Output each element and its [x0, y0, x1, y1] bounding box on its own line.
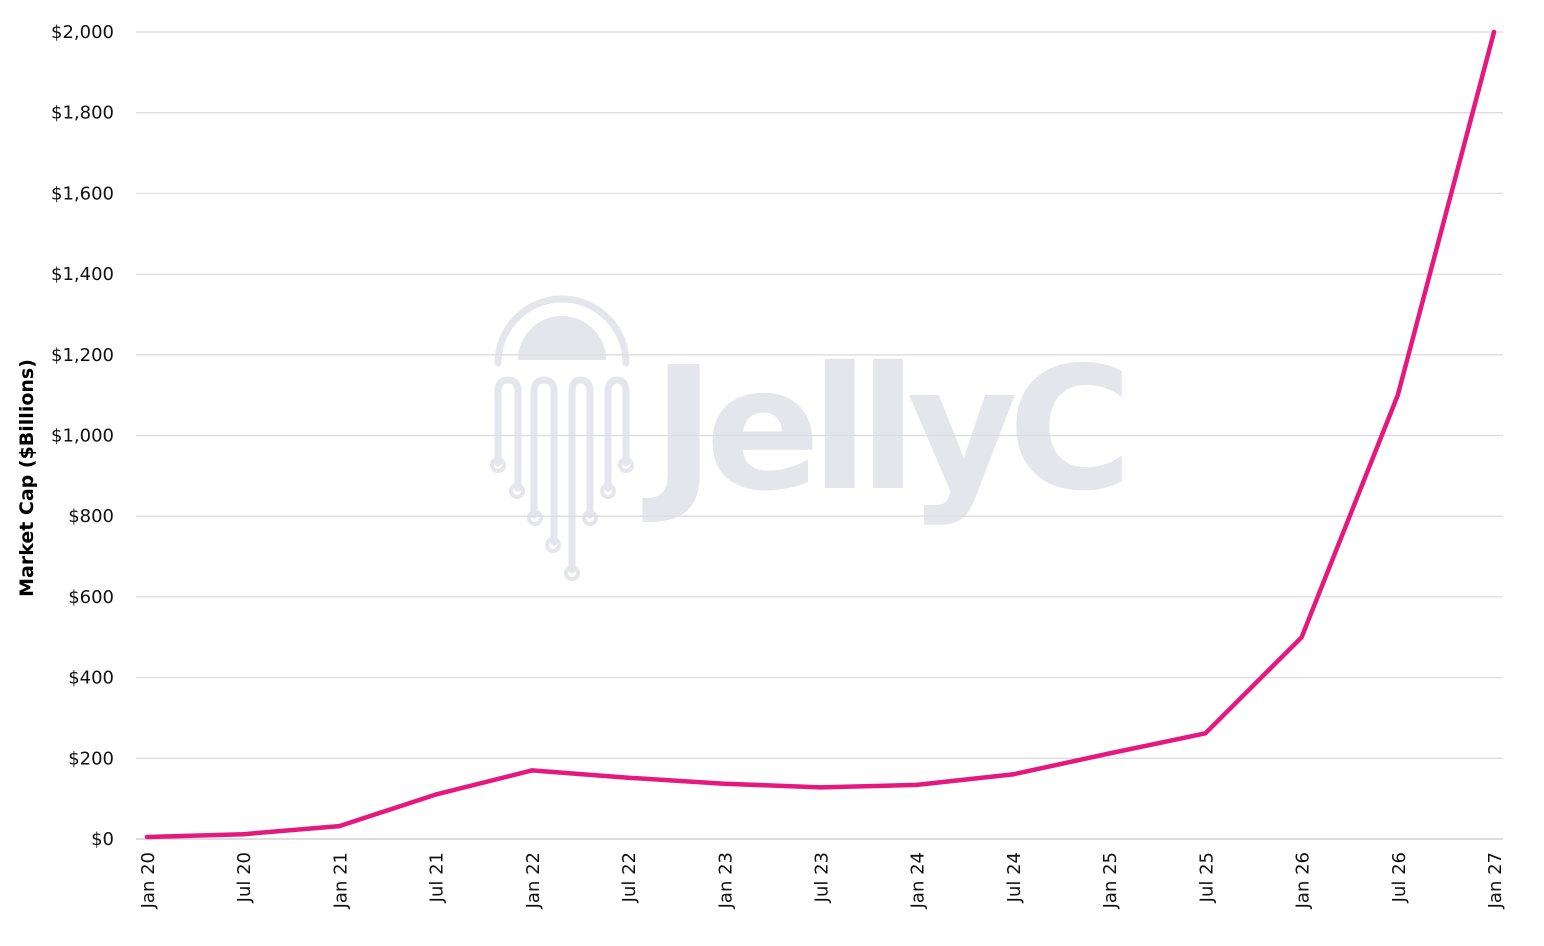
x-tick-label: Jul 23 [812, 852, 833, 903]
x-tick-label: Jul 22 [619, 852, 640, 903]
y-tick-label: $1,600 [51, 183, 114, 204]
x-tick-label: Jul 24 [1004, 852, 1025, 903]
data-point [433, 792, 438, 797]
series-layer [144, 29, 1497, 840]
data-point [818, 785, 823, 790]
x-tick-label: Jan 23 [715, 852, 736, 909]
data-point [722, 781, 727, 786]
data-point [625, 775, 631, 780]
y-axis-title: Market Cap ($Billions) [16, 359, 38, 597]
data-point [1299, 635, 1304, 640]
data-point [241, 831, 246, 837]
y-tick-label: $600 [68, 587, 114, 608]
y-tick-label: $0 [91, 829, 114, 850]
y-tick-label: $2,000 [51, 22, 114, 43]
data-point [1395, 392, 1400, 398]
data-point [1010, 772, 1016, 777]
watermark-text: JellyC [642, 331, 1123, 529]
y-tick-label: $400 [68, 668, 114, 689]
data-point [914, 782, 919, 788]
data-point [529, 768, 535, 773]
data-point [337, 823, 342, 829]
x-tick-label: Jul 25 [1196, 852, 1217, 903]
gridlines [136, 31, 1503, 840]
x-tick-label: Jan 25 [1100, 852, 1121, 909]
y-tick-label: $1,400 [51, 264, 114, 285]
data-point [144, 834, 150, 840]
y-tick-label: $1,200 [51, 345, 114, 366]
x-tick-label: Jan 27 [1485, 852, 1506, 909]
y-tick-label: $800 [68, 506, 114, 527]
x-axis-tick-labels: Jan 20 Jul 20 Jan 21 Jul 21 Jan 22 Jul 22 Jan … [138, 852, 1506, 909]
jellyc-watermark-logo: JellyC [490, 295, 1133, 581]
data-point [1106, 751, 1112, 756]
y-axis-tick-labels: $0 $200 $400 $600 $800 $1,000 $1,200 $1,400 $1,6… [51, 22, 114, 850]
x-tick-label: Jan 26 [1293, 852, 1314, 909]
data-point [1203, 731, 1208, 736]
x-tick-label: Jan 22 [523, 852, 544, 909]
x-tick-label: Jan 24 [908, 852, 929, 909]
y-tick-label: $1,800 [51, 103, 114, 124]
x-tick-label: Jan 20 [138, 852, 159, 909]
x-tick-label: Jul 20 [234, 852, 255, 903]
data-point [1491, 29, 1497, 35]
y-tick-label: $1,000 [51, 426, 114, 447]
y-tick-label: $200 [68, 748, 114, 769]
x-tick-label: Jul 21 [427, 852, 448, 903]
x-tick-label: Jul 26 [1389, 852, 1410, 903]
x-tick-label: Jan 21 [330, 852, 351, 909]
